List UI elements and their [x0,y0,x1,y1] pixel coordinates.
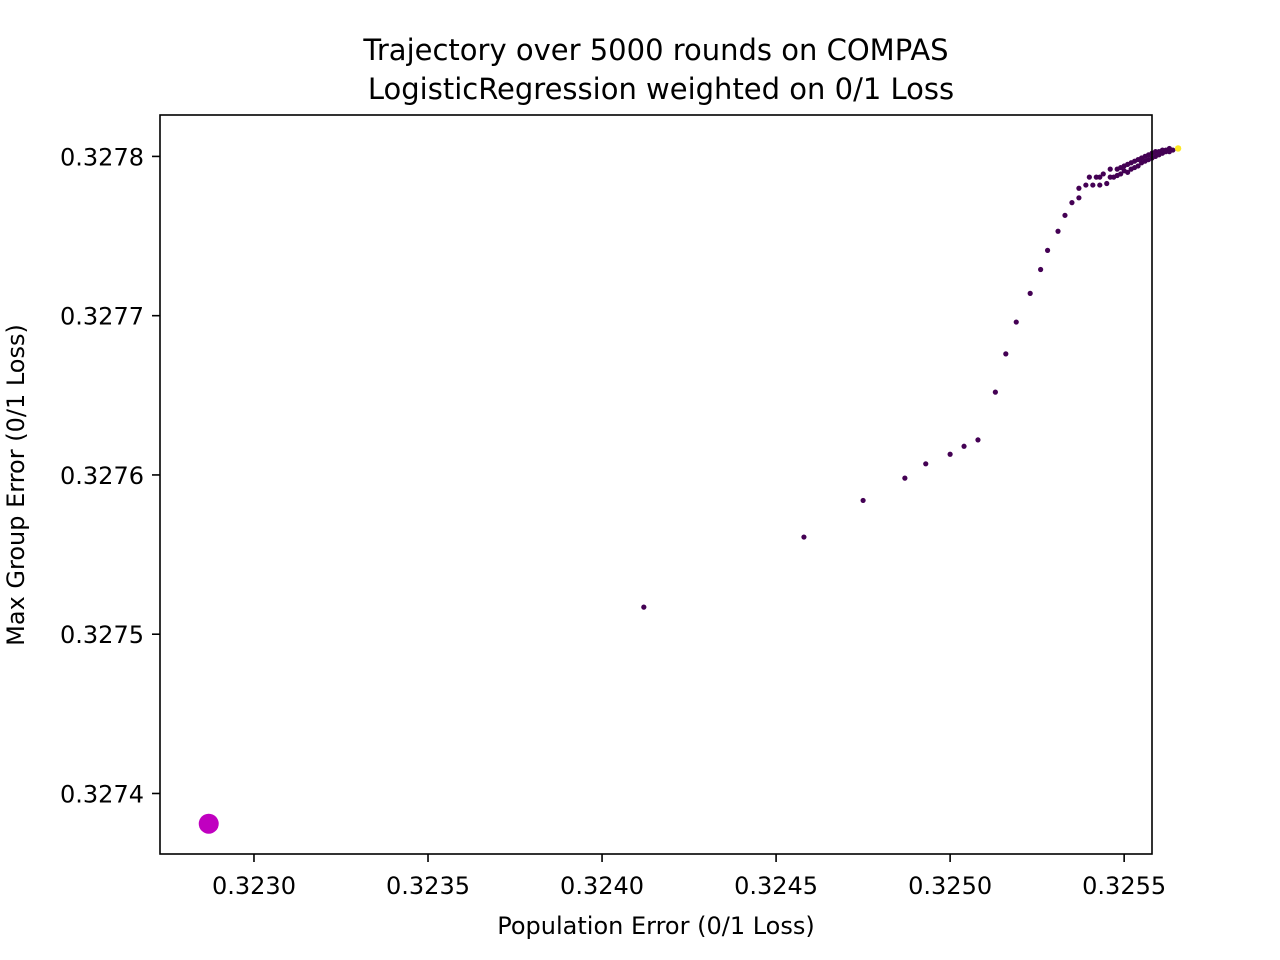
trajectory-point [1135,163,1141,169]
chart-subtitle: LogisticRegression weighted on 0/1 Loss [368,72,954,106]
trajectory-point [1055,228,1061,234]
x-tick-label: 0.3245 [734,872,818,900]
trajectory-point [902,475,908,481]
x-tick-label: 0.3235 [386,872,470,900]
trajectory-point [961,443,967,449]
x-axis-ticks: 0.3230 0.3235 0.3240 0.3245 0.3250 0.3255 [212,854,1166,900]
trajectory-point [1170,147,1176,153]
trajectory-point [1100,171,1106,177]
trajectory-point [1076,195,1082,201]
trajectory-point [975,437,981,443]
trajectory-point [641,604,647,610]
x-tick-label: 0.3240 [560,872,644,900]
trajectory-point [1125,169,1131,175]
trajectory-point [1086,174,1092,180]
trajectory-point [947,451,953,457]
chart-title: Trajectory over 5000 rounds on COMPAS [362,33,948,67]
y-axis-ticks: 0.3274 0.3275 0.3276 0.3277 0.3278 [60,143,160,808]
trajectory-point [1097,182,1103,188]
trajectory-point [1069,200,1075,206]
trajectory-point [1118,171,1124,177]
x-tick-label: 0.3255 [1082,872,1166,900]
trajectory-point [1104,180,1110,187]
trajectory-point [1062,212,1068,218]
trajectory-point [1076,185,1082,191]
y-tick-label: 0.3278 [60,143,144,171]
y-tick-label: 0.3274 [60,780,144,808]
trajectory-point [1107,166,1113,172]
trajectory-point [1013,319,1019,325]
trajectory-point [1044,247,1051,253]
trajectory-point [1003,351,1009,357]
y-axis-label: Max Group Error (0/1 Loss) [2,324,30,646]
trajectory-point [1027,290,1033,296]
plot-area [159,114,1182,855]
trajectory-point [1097,174,1103,180]
trajectory-point [992,389,998,395]
y-tick-label: 0.3277 [60,303,144,331]
x-axis-label: Population Error (0/1 Loss) [497,912,814,940]
y-tick-label: 0.3276 [60,462,144,490]
y-tick-label: 0.3275 [60,621,144,649]
trajectory-point [801,534,807,540]
axes-frame [159,114,1153,855]
start-point [198,813,219,834]
final-point [1174,145,1182,152]
trajectory-point [1083,182,1089,188]
trajectory-point [1038,266,1044,273]
trajectory-point [860,497,866,504]
trajectory-point [1090,182,1096,188]
x-tick-label: 0.3230 [212,872,296,900]
trajectory-point [923,461,929,467]
x-tick-label: 0.3250 [908,872,992,900]
